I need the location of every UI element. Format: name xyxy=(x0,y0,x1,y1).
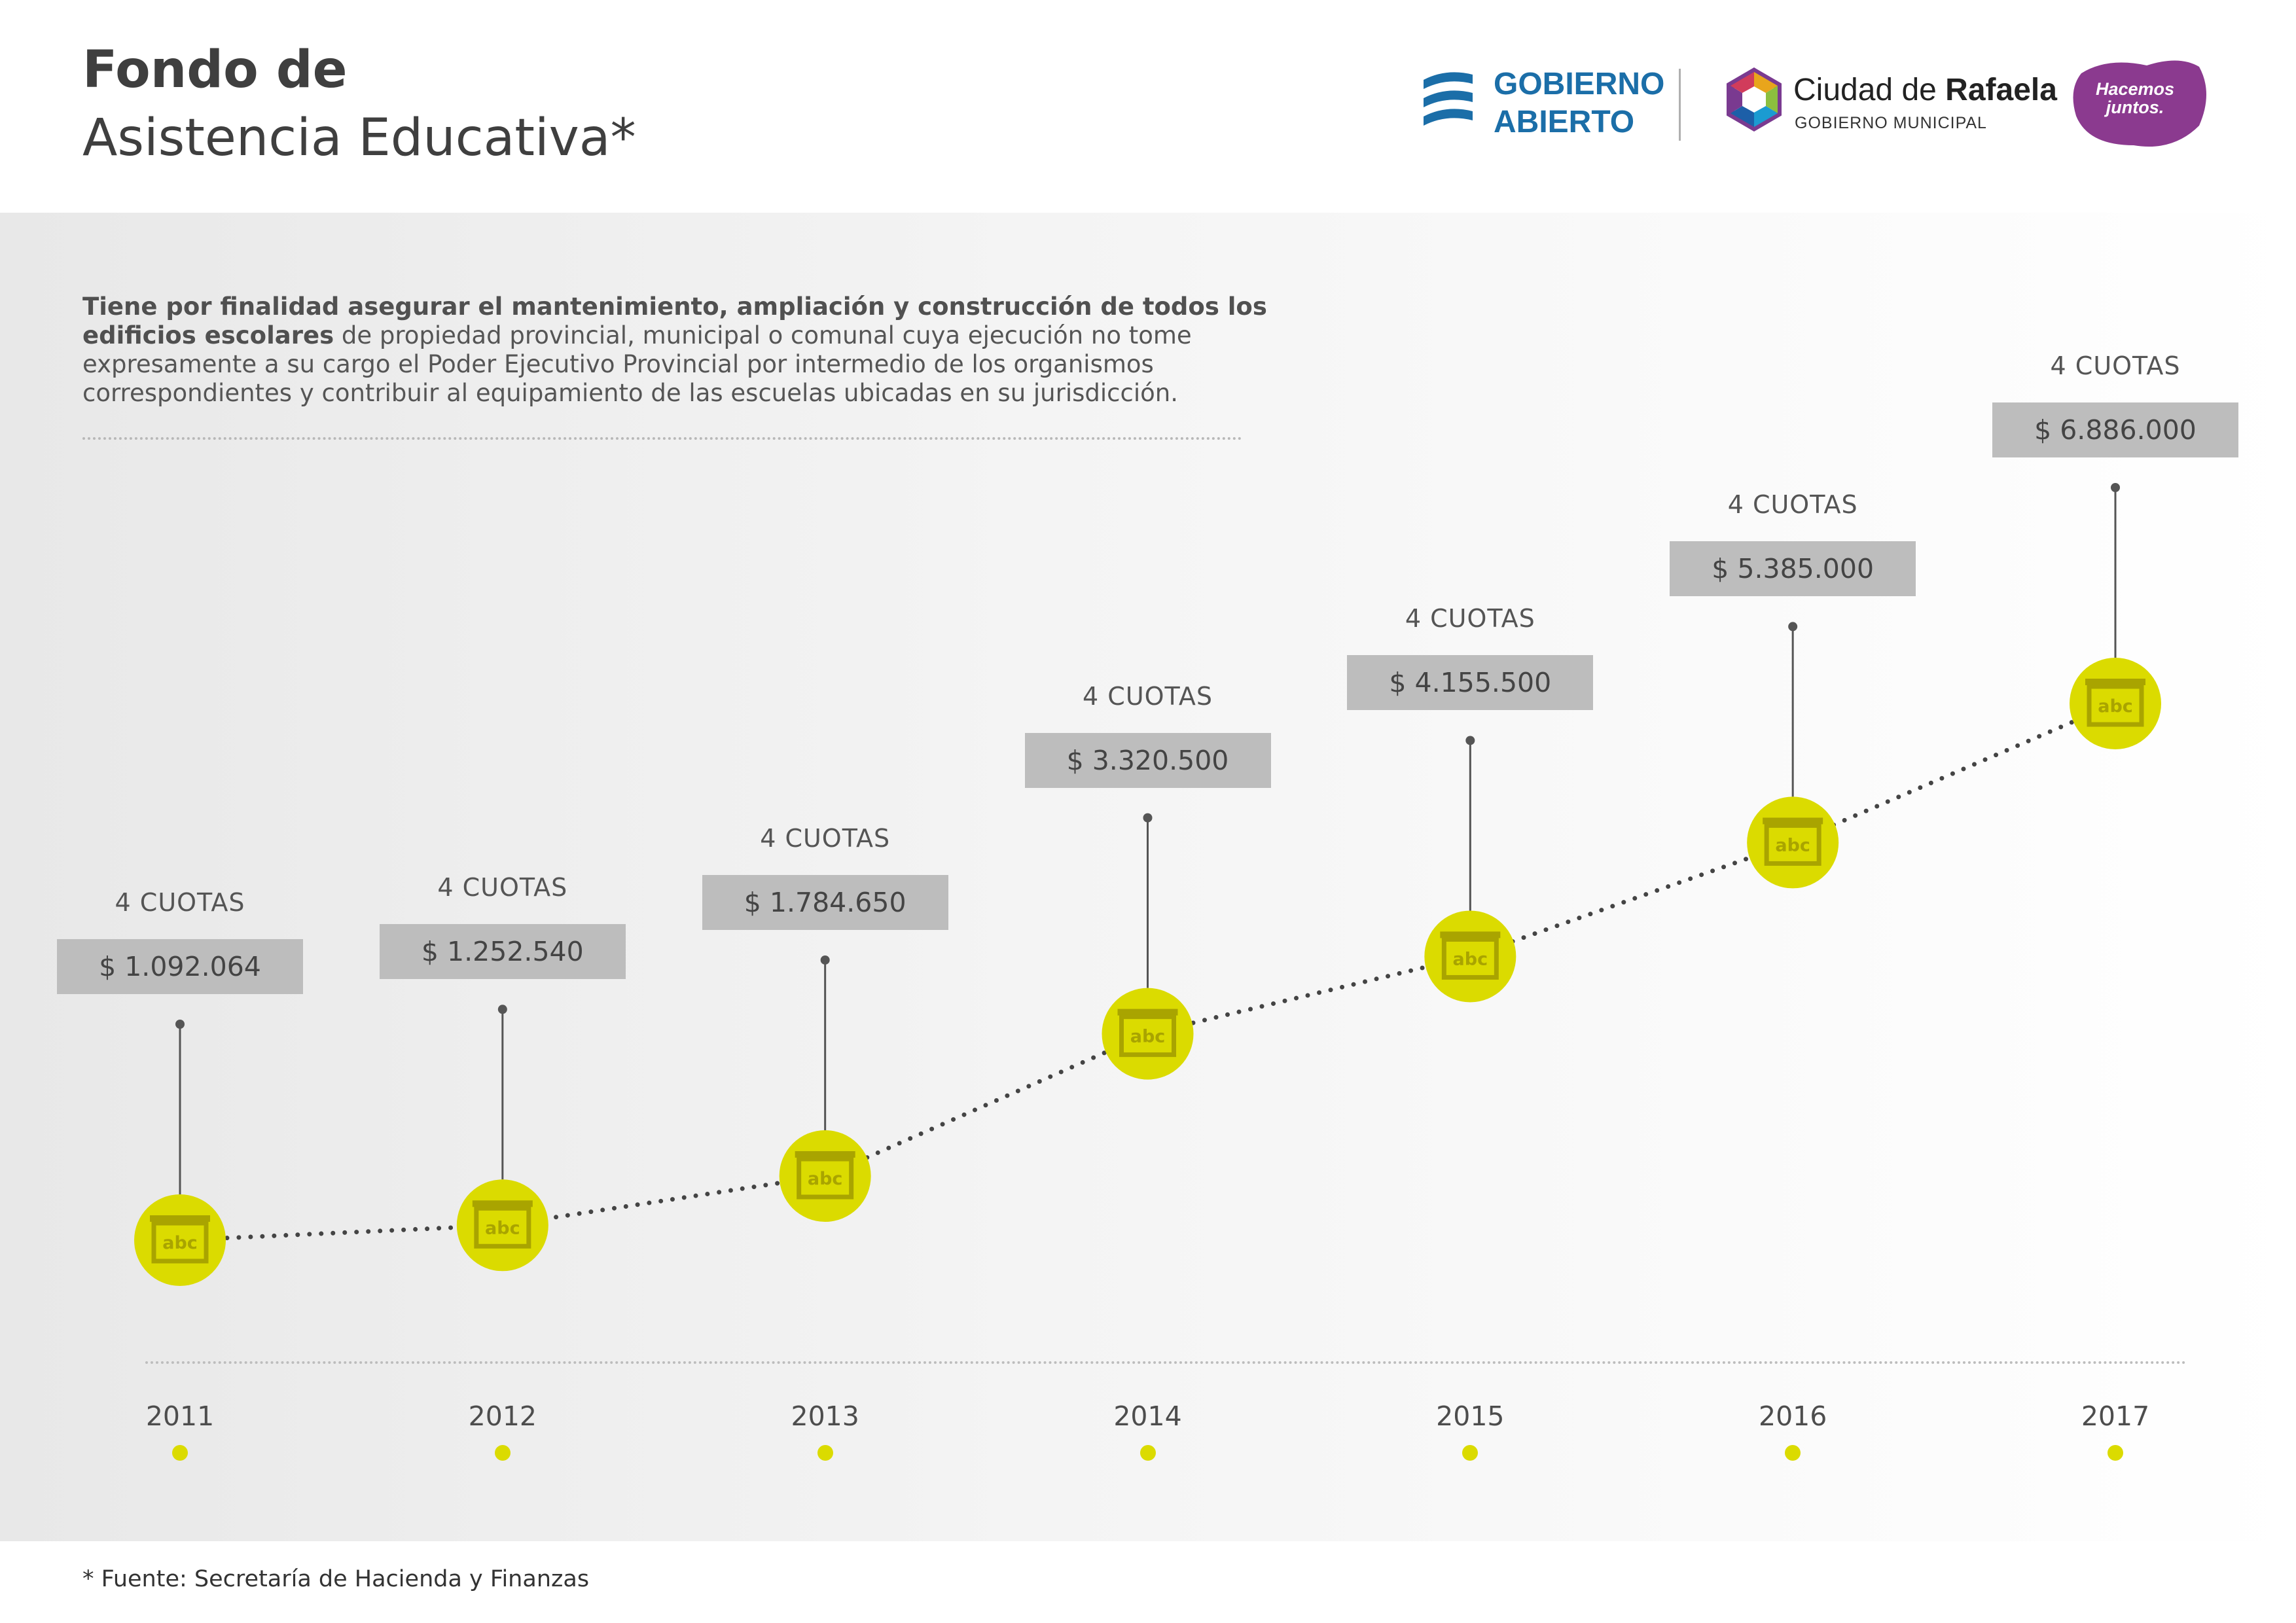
chalkboard-icon-top xyxy=(150,1215,210,1222)
chalkboard-icon-top xyxy=(1117,1008,1178,1016)
chalkboard-icon-board xyxy=(151,1221,209,1264)
stem-dot xyxy=(1788,622,1798,632)
amount-label: $ 5.385.000 xyxy=(1670,541,1916,597)
chalkboard-icon: abc xyxy=(1117,1008,1178,1058)
description-bold: Tiene por finalidad asegurar el mantenim… xyxy=(82,293,1267,349)
chalkboard-icon-text: abc xyxy=(1775,835,1810,855)
amount-label: $ 1.092.064 xyxy=(57,939,303,994)
chalkboard-icon-top xyxy=(2085,679,2145,685)
chalkboard-icon-text: abc xyxy=(485,1218,520,1238)
stem-dot xyxy=(1465,736,1475,745)
chalkboard-icon-text: abc xyxy=(1130,1027,1166,1047)
x-tick-label: 2013 xyxy=(791,1400,859,1432)
chalkboard-icon-top xyxy=(1440,931,1501,938)
cuotas-label: 4 CUOTAS xyxy=(1727,490,1858,520)
hacemos-line2: juntos. xyxy=(2106,98,2164,117)
x-tick-dot xyxy=(1139,1445,1156,1461)
x-tick-dot xyxy=(817,1445,833,1461)
chalkboard-icon: abc xyxy=(472,1200,533,1249)
ciudad-rafaela-logo: Ciudad de Rafaela GOBIERNO MUNICIPAL xyxy=(1721,67,2062,145)
chalkboard-icon-board xyxy=(1764,823,1821,866)
stem-dot xyxy=(497,1005,507,1014)
gobierno-abierto-logo: GOBIERNO ABIERTO xyxy=(1420,65,1664,144)
x-tick-dot xyxy=(1785,1445,1801,1461)
ciudad-name: Rafaela xyxy=(1945,73,2057,107)
hacemos-juntos-blob-icon xyxy=(2073,60,2206,147)
cuotas-label: 4 CUOTAS xyxy=(760,823,891,853)
x-tick-label: 2017 xyxy=(2081,1400,2150,1432)
chalkboard-icon: abc xyxy=(795,1150,855,1200)
chalkboard-icon-board xyxy=(797,1156,854,1200)
x-axis-line xyxy=(145,1361,2187,1364)
cuotas-label: 4 CUOTAS xyxy=(437,873,568,902)
logo-divider xyxy=(1679,69,1681,141)
chalkboard-icon-text: abc xyxy=(808,1169,843,1189)
hacemos-juntos-logo: Hacemos juntos. xyxy=(2068,54,2212,152)
chalkboard-icon-text: abc xyxy=(162,1233,198,1253)
stem-dot xyxy=(1143,813,1153,823)
chalkboard-icon-board xyxy=(474,1205,531,1249)
ciudad-rafaela-name: Ciudad de Rafaela xyxy=(1793,72,2057,108)
description-normal: de propiedad provincial, municipal o com… xyxy=(82,321,1192,407)
chalkboard-icon-text: abc xyxy=(2098,696,2133,717)
page-title-line2: Asistencia Educativa* xyxy=(82,109,636,168)
x-tick-label: 2011 xyxy=(145,1400,215,1432)
amount-label: $ 6.886.000 xyxy=(1992,402,2238,457)
chalkboard-icon: abc xyxy=(2085,679,2145,727)
chalkboard-icon: abc xyxy=(1763,817,1823,866)
x-tick-dot xyxy=(1462,1445,1479,1461)
page-title-line1: Fondo de xyxy=(82,41,348,99)
amount-label: $ 1.784.650 xyxy=(702,874,948,930)
stem-dot xyxy=(820,955,830,965)
x-tick-label: 2012 xyxy=(468,1400,537,1432)
stem-dot xyxy=(2111,483,2120,492)
ciudad-prefix: Ciudad de xyxy=(1793,73,1946,107)
x-tick-dot xyxy=(494,1445,511,1461)
cuotas-label: 4 CUOTAS xyxy=(2050,351,2181,380)
footnote: * Fuente: Secretaría de Hacienda y Finan… xyxy=(82,1566,590,1592)
amount-label: $ 3.320.500 xyxy=(1024,732,1271,788)
cuotas-label: 4 CUOTAS xyxy=(115,888,245,917)
x-tick-dot xyxy=(172,1445,188,1461)
chalkboard-icon-text: abc xyxy=(1453,949,1488,969)
cuotas-label: 4 CUOTAS xyxy=(1405,604,1535,633)
gobierno-abierto-line2: ABIERTO xyxy=(1494,105,1635,139)
hacemos-line1: Hacemos xyxy=(2095,79,2175,99)
x-tick-label: 2016 xyxy=(1758,1400,1827,1432)
x-tick-dot xyxy=(2108,1445,2123,1461)
x-tick-label: 2015 xyxy=(1436,1400,1505,1432)
ciudad-rafaela-hexagon-icon xyxy=(1727,67,1782,132)
gobierno-abierto-icon xyxy=(1424,72,1473,126)
chalkboard-icon: abc xyxy=(150,1215,210,1264)
cuotas-label: 4 CUOTAS xyxy=(1083,681,1213,711)
amount-label: $ 1.252.540 xyxy=(379,924,626,980)
x-tick-label: 2014 xyxy=(1113,1400,1182,1432)
chalkboard-icon-top xyxy=(795,1150,855,1158)
ciudad-rafaela-subtitle: GOBIERNO MUNICIPAL xyxy=(1795,114,1987,132)
description: Tiene por finalidad asegurar el mantenim… xyxy=(82,293,1359,408)
gobierno-abierto-line1: GOBIERNO xyxy=(1494,67,1665,101)
chalkboard-icon-board xyxy=(2087,684,2144,727)
chalkboard-icon-board xyxy=(1441,936,1499,980)
header: Fondo de Asistencia Educativa* GOBIERNO … xyxy=(0,0,2296,213)
description-divider xyxy=(82,437,1242,440)
chalkboard-icon-top xyxy=(1763,817,1823,825)
chalkboard-icon: abc xyxy=(1440,931,1501,980)
chalkboard-icon-board xyxy=(1119,1014,1176,1058)
amount-label: $ 4.155.500 xyxy=(1347,655,1594,711)
chalkboard-icon-top xyxy=(472,1200,533,1207)
stem-dot xyxy=(175,1020,185,1029)
